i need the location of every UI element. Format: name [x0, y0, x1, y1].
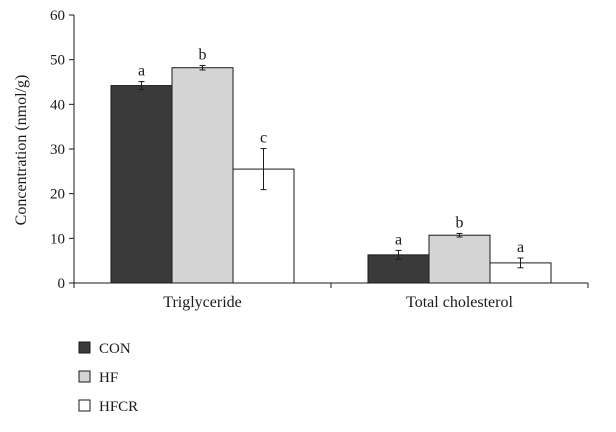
significance-label: b [456, 214, 464, 231]
significance-label: a [395, 231, 402, 248]
legend-label-hfcr: HFCR [99, 399, 138, 415]
significance-label: b [199, 46, 207, 63]
y-tick-label: 20 [50, 187, 65, 203]
y-tick-label: 30 [50, 142, 65, 158]
legend-label-con: CON [99, 341, 131, 357]
significance-label: a [138, 63, 145, 80]
legend-swatch-con [78, 341, 91, 354]
bar-hf-1 [428, 234, 491, 284]
bar-con-0 [110, 85, 173, 284]
legend: CON HF HFCR [78, 341, 138, 415]
y-axis-title: Concentration (nmol/g) [13, 75, 30, 226]
y-tick-label: 60 [50, 8, 65, 24]
bars: Triglyceride a b c Total cholesterol a b a [110, 46, 552, 311]
y-tick-label: 40 [50, 97, 65, 113]
legend-swatch-hfcr [78, 399, 91, 412]
legend-swatch-hf [78, 370, 91, 383]
category-label: Triglyceride [163, 294, 242, 311]
legend-label-hf: HF [99, 370, 118, 386]
y-tick-label: 0 [58, 276, 66, 292]
y-tick-label: 50 [50, 53, 65, 69]
y-tick-label: 10 [50, 231, 65, 247]
category-label: Total cholesterol [406, 294, 513, 311]
significance-label: a [517, 239, 524, 256]
bar-hf-0 [171, 67, 234, 284]
significance-label: c [260, 130, 267, 147]
